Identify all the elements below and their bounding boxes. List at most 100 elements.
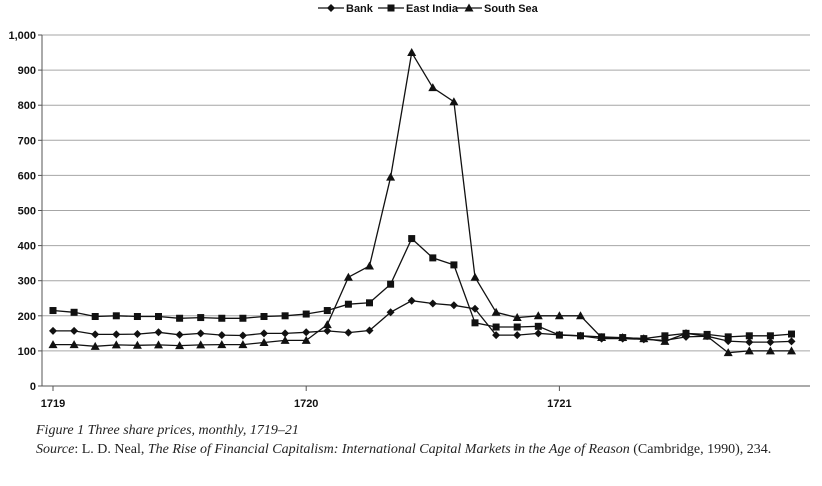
data-point-bank: [154, 328, 163, 337]
data-point-south-sea: [175, 341, 185, 350]
gridlines: [42, 34, 810, 352]
data-point-east-india: [408, 235, 416, 243]
data-point-south-sea: [322, 320, 332, 329]
data-point-south-sea: [639, 334, 649, 343]
series-south-sea: [48, 48, 796, 357]
data-point-south-sea: [660, 336, 670, 345]
data-point-south-sea: [681, 328, 691, 337]
legend-label-south-sea: South Sea: [484, 3, 539, 15]
data-point-east-india: [387, 280, 395, 288]
data-point-south-sea: [238, 340, 248, 349]
data-point-south-sea: [69, 340, 79, 349]
y-tick-label: 600: [18, 170, 36, 182]
data-point-south-sea: [90, 341, 100, 350]
data-point-east-india: [577, 332, 584, 340]
y-axis-ticks: 0 100 200 300 400 500 600 700 800 900 1,000: [8, 30, 42, 393]
data-point-bank: [323, 326, 332, 335]
data-point-south-sea: [428, 83, 438, 92]
data-point-east-india: [70, 308, 78, 316]
data-point-east-india: [112, 312, 120, 320]
y-tick-label: 800: [18, 100, 36, 112]
data-point-south-sea: [618, 333, 628, 342]
data-point-south-sea: [533, 311, 543, 320]
data-point-east-india: [260, 313, 268, 321]
data-point-east-india: [197, 314, 205, 322]
figure-source: Source: L. D. Neal, The Rise of Financia…: [36, 440, 816, 459]
data-point-south-sea: [787, 346, 796, 355]
data-point-east-india: [429, 254, 437, 262]
line-chart: Bank East India South Sea 0 100 200 300 400 500…: [8, 3, 810, 410]
data-point-east-india: [513, 323, 521, 331]
data-point-bank: [766, 338, 775, 347]
data-point-bank: [70, 326, 79, 335]
data-point-east-india: [49, 307, 57, 315]
data-point-east-india: [218, 314, 226, 322]
data-point-bank: [492, 331, 501, 340]
legend-label-east-india: East India: [406, 3, 459, 15]
data-point-south-sea: [365, 261, 374, 270]
data-point-south-sea: [512, 313, 522, 322]
data-point-south-sea: [702, 331, 712, 340]
series-line-south-sea: [53, 50, 792, 354]
y-tick-label: 400: [18, 241, 36, 253]
y-tick-label: 200: [18, 311, 36, 323]
y-tick-label: 300: [18, 276, 36, 288]
data-point-bank: [787, 337, 796, 346]
data-point-bank: [260, 329, 268, 338]
data-point-bank: [175, 330, 184, 339]
data-point-bank: [281, 329, 290, 338]
data-point-east-india: [534, 322, 542, 330]
data-point-bank: [534, 329, 543, 338]
x-tick-label: 1720: [294, 398, 318, 410]
data-point-south-sea: [343, 272, 353, 281]
data-point-south-sea: [723, 348, 733, 357]
source-suffix: (Cambridge, 1990), 234.: [629, 442, 772, 457]
data-point-east-india: [471, 319, 479, 327]
data-point-bank: [407, 296, 416, 305]
data-point-south-sea: [470, 272, 480, 281]
data-point-bank: [365, 326, 374, 335]
data-point-east-india: [323, 307, 331, 315]
y-tick-label: 1,000: [8, 30, 36, 42]
data-point-bank: [91, 330, 100, 339]
data-point-bank: [196, 329, 205, 338]
legend-marker-bank: [327, 4, 335, 12]
data-point-east-india: [281, 312, 289, 320]
data-point-bank: [133, 330, 142, 339]
data-point-south-sea: [449, 97, 459, 106]
data-point-bank: [238, 331, 247, 340]
data-point-bank: [513, 331, 522, 340]
data-point-bank: [428, 299, 437, 308]
data-point-bank: [386, 308, 395, 317]
data-point-bank: [344, 328, 353, 337]
data-point-east-india: [745, 332, 753, 340]
data-point-south-sea: [196, 340, 206, 349]
y-tick-label: 700: [18, 135, 36, 147]
chart-series: [48, 48, 796, 357]
series-line-east-india: [52, 237, 792, 340]
data-point-south-sea: [576, 311, 585, 320]
x-tick-label: 1721: [547, 398, 571, 410]
series-bank: [49, 296, 796, 347]
y-tick-label: 500: [18, 206, 36, 218]
data-point-bank: [745, 338, 754, 347]
data-point-bank: [217, 331, 226, 340]
data-point-east-india: [661, 332, 669, 340]
data-point-east-india: [492, 323, 500, 331]
data-point-east-india: [766, 332, 774, 340]
data-point-east-india: [724, 333, 732, 341]
data-point-bank: [302, 328, 311, 337]
data-point-east-india: [176, 314, 184, 322]
data-point-south-sea: [386, 172, 396, 181]
data-point-south-sea: [301, 335, 311, 344]
data-point-south-sea: [217, 340, 227, 349]
y-tick-label: 100: [18, 346, 36, 358]
data-point-east-india: [91, 313, 99, 321]
data-point-south-sea: [554, 311, 564, 320]
source-colon: : L. D. Neal,: [74, 442, 148, 457]
x-tick-label: 1719: [41, 398, 65, 410]
data-point-south-sea: [280, 335, 290, 344]
data-point-east-india: [788, 330, 795, 338]
figure-caption: Figure 1 Three share prices, monthly, 17…: [36, 421, 816, 459]
data-point-east-india: [344, 300, 352, 308]
